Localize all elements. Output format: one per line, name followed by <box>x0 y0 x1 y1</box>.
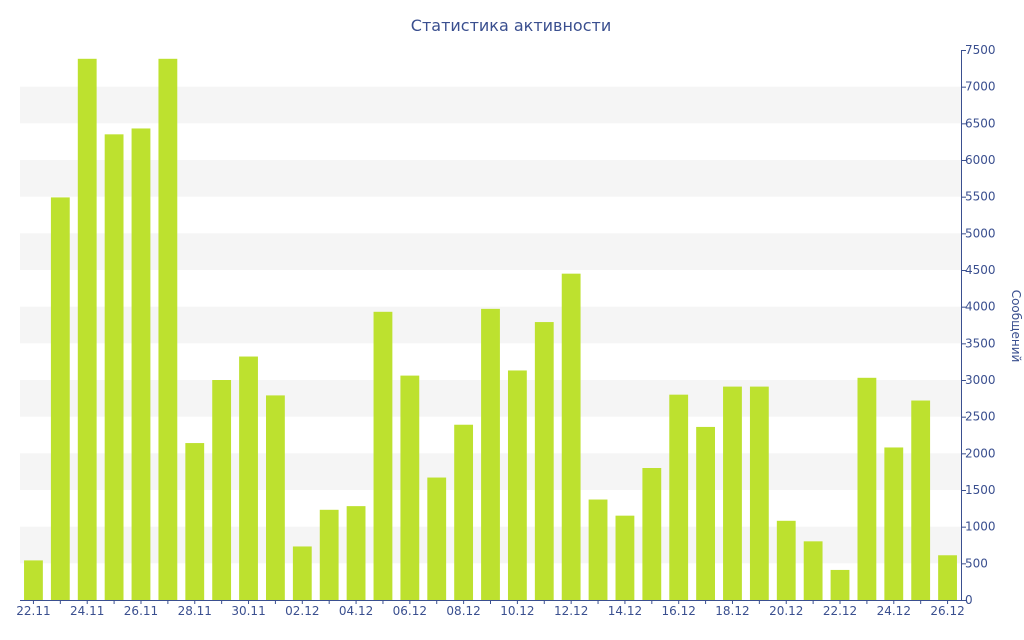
bar <box>212 380 232 600</box>
bar <box>373 311 393 600</box>
y-tick-label: 3500 <box>965 336 996 350</box>
bar <box>185 443 205 600</box>
bar <box>77 58 97 601</box>
x-tick-label: 18.12 <box>715 604 749 618</box>
bar <box>427 477 447 600</box>
y-tick-label: 500 <box>965 556 988 570</box>
bar <box>131 128 151 600</box>
y-tick-label: 7500 <box>965 43 996 57</box>
x-tick-label: 14.12 <box>608 604 642 618</box>
bar <box>803 541 823 600</box>
y-tick-label: 4000 <box>965 300 996 314</box>
x-tick-label: 10.12 <box>500 604 534 618</box>
x-tick-label: 28.11 <box>178 604 212 618</box>
bar <box>24 560 43 600</box>
bar <box>884 447 904 600</box>
y-tick-label: 6500 <box>965 116 996 130</box>
bar <box>857 377 877 600</box>
x-tick-label: 22.12 <box>823 604 857 618</box>
bar <box>158 58 178 601</box>
y-tick-label: 6000 <box>965 153 996 167</box>
y-axis-ticks: 0 500 1000 1500 2000 2500 3000 3500 4000 4500 5000… <box>961 43 996 607</box>
x-tick-label: 06.12 <box>393 604 427 618</box>
y-tick-label: 5500 <box>965 190 996 204</box>
bar <box>776 520 796 600</box>
x-tick-label: 24.11 <box>70 604 104 618</box>
bar <box>266 395 285 600</box>
x-tick-label: 12.12 <box>554 604 588 618</box>
x-tick-label: 22.11 <box>16 604 50 618</box>
bar <box>938 555 957 600</box>
y-tick-label: 2000 <box>965 446 996 460</box>
bar <box>346 506 366 600</box>
bar <box>669 394 689 600</box>
bar <box>239 356 258 600</box>
bar <box>507 370 527 600</box>
bar <box>104 134 124 601</box>
bar <box>723 386 742 600</box>
y-axis-title: Сообщений <box>1009 290 1023 363</box>
bars <box>24 58 957 601</box>
x-tick-label: 24.12 <box>877 604 911 618</box>
y-tick-label: 5000 <box>965 226 996 240</box>
x-tick-label: 26.11 <box>124 604 158 618</box>
bar <box>534 322 554 600</box>
bar <box>292 546 312 600</box>
x-tick-label: 16.12 <box>662 604 696 618</box>
bar <box>911 400 931 600</box>
bar <box>696 426 715 600</box>
y-tick-label: 1500 <box>965 483 996 497</box>
bar <box>561 273 581 600</box>
bar <box>50 197 70 600</box>
y-tick-label: 3000 <box>965 373 996 387</box>
x-tick-label: 02.12 <box>285 604 319 618</box>
y-tick-label: 7000 <box>965 80 996 94</box>
bar <box>749 386 769 600</box>
x-axis-ticks: 22.11 24.11 26.11 28.11 30.11 02.12 04.12 06.12… <box>16 600 965 618</box>
bar <box>454 424 474 600</box>
y-tick-label: 4500 <box>965 263 996 277</box>
x-tick-label: 26.12 <box>930 604 964 618</box>
chart-title: Статистика активности <box>411 16 611 35</box>
bar <box>481 308 500 600</box>
bar <box>830 569 850 600</box>
bar <box>642 468 662 600</box>
x-tick-label: 30.11 <box>231 604 265 618</box>
y-tick-label: 0 <box>965 593 973 607</box>
bar <box>615 515 635 600</box>
x-tick-label: 04.12 <box>339 604 373 618</box>
bar <box>588 499 608 600</box>
y-tick-label: 2500 <box>965 410 996 424</box>
x-tick-label: 08.12 <box>446 604 480 618</box>
y-tick-label: 1000 <box>965 520 996 534</box>
x-tick-label: 20.12 <box>769 604 803 618</box>
bar <box>400 375 420 600</box>
bar <box>319 509 339 600</box>
